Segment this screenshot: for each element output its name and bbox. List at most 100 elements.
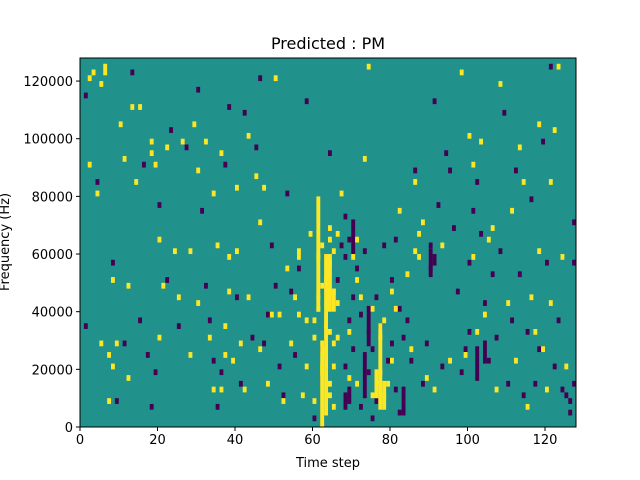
heatmap-cell-high <box>235 248 239 255</box>
heatmap-cell-low <box>351 346 356 353</box>
heatmap-cell-low <box>517 271 522 278</box>
heatmap-cell-low <box>401 334 406 341</box>
heatmap-cell-low <box>242 109 247 116</box>
y-tick-label: 120000 <box>23 75 73 90</box>
heatmap-cell-low <box>122 340 127 347</box>
heatmap-cell-low <box>111 259 115 266</box>
heatmap-cell-low <box>219 369 224 376</box>
heatmap-cell-high <box>498 81 503 87</box>
heatmap-cell-high <box>335 230 340 237</box>
heatmap-cell-low <box>428 242 433 249</box>
heatmap-cell-low <box>483 300 487 306</box>
heatmap-cell-low <box>486 357 491 364</box>
heatmap-cell-high <box>514 357 518 364</box>
heatmap-cell-low <box>343 213 348 220</box>
heatmap-cell-low <box>366 369 371 376</box>
heatmap-cell-high <box>207 334 212 341</box>
heatmap-cell-low <box>153 369 158 376</box>
heatmap-cell-low <box>390 340 394 347</box>
heatmap-cell-low <box>289 288 294 295</box>
heatmap-cell-high <box>173 248 177 255</box>
heatmap-cell-high <box>204 138 208 145</box>
heatmap-cell-low <box>374 398 379 404</box>
heatmap-cell-low <box>223 161 228 168</box>
heatmap-cell-low <box>432 254 437 266</box>
heatmap-cell-high <box>390 357 394 364</box>
heatmap-cell-high <box>440 242 445 249</box>
heatmap-cell-high <box>347 375 352 381</box>
heatmap-cell-low <box>335 277 340 283</box>
heatmap-cell-low <box>459 369 464 376</box>
heatmap-cell-high <box>126 282 131 289</box>
heatmap-cell-high <box>297 311 301 318</box>
heatmap-cell-low <box>432 98 437 105</box>
heatmap-cell-high <box>242 386 247 393</box>
heatmap-cell-high <box>483 311 487 318</box>
y-tick-label: 60000 <box>32 248 73 263</box>
heatmap-cell-high <box>95 190 100 197</box>
heatmap-cell-high <box>297 254 301 260</box>
heatmap-cell-high <box>459 69 464 76</box>
heatmap-cell-high <box>277 311 282 318</box>
heatmap-cell-high <box>235 184 239 191</box>
heatmap-cell-high <box>219 386 224 393</box>
heatmap-cell-high <box>262 184 267 191</box>
heatmap-cell-high <box>370 392 375 399</box>
heatmap-cell-low <box>436 202 441 208</box>
heatmap-cell-low <box>455 288 460 295</box>
heatmap-cell-high <box>130 104 135 110</box>
heatmap-cell-high <box>211 386 216 393</box>
heatmap-cell-high <box>304 363 309 370</box>
heatmap-cell-high <box>397 207 402 214</box>
x-tick-label: 100 <box>455 433 480 448</box>
heatmap-cell-low <box>238 380 243 387</box>
heatmap-cell-low <box>142 161 146 168</box>
heatmap-cell-high <box>328 392 332 399</box>
y-tick-label: 20000 <box>32 363 73 378</box>
heatmap-cell-low <box>347 236 352 243</box>
x-axis: 0 20 40 60 80 100 120 <box>76 427 557 448</box>
heatmap-cell-high <box>320 282 325 289</box>
y-tick-label: 80000 <box>32 190 73 205</box>
heatmap-cell-high <box>328 380 332 387</box>
heatmap-cell-high <box>165 144 170 151</box>
heatmap-cell-low <box>564 392 569 399</box>
heatmap-cell-high <box>231 357 236 364</box>
heatmap-cell-high <box>188 248 193 255</box>
heatmap-cell-low <box>397 409 402 416</box>
heatmap-cell-low <box>312 415 317 422</box>
y-axis: 0 20000 40000 60000 80000 100000 120000 <box>23 75 80 436</box>
heatmap-cell-high <box>91 69 96 76</box>
heatmap-cell-high <box>289 340 294 347</box>
heatmap-cell-high <box>355 236 360 243</box>
heatmap-cell-low <box>475 179 480 185</box>
heatmap-cell-high <box>99 340 104 347</box>
heatmap-cell-high <box>312 398 317 404</box>
heatmap-cell-high <box>537 248 542 255</box>
heatmap-cell-high <box>87 75 92 82</box>
heatmap-cell-high <box>331 248 336 255</box>
heatmap-cell-low <box>541 138 546 145</box>
heatmap-cell-low <box>114 398 119 404</box>
heatmap-cell-high <box>107 398 112 404</box>
heatmap-cell-high <box>386 380 391 387</box>
heatmap-cell-high <box>335 334 340 341</box>
heatmap-cell-high <box>351 254 356 260</box>
heatmap-cell-low <box>494 334 499 341</box>
heatmap-cell-high <box>312 334 317 341</box>
heatmap-cell-low <box>405 317 410 324</box>
heatmap-cell-high <box>223 323 228 329</box>
heatmap-cell-high <box>347 328 352 335</box>
heatmap-cell-low <box>467 328 472 335</box>
heatmap-cell-high <box>157 334 162 341</box>
heatmap-cell-low <box>258 75 263 82</box>
heatmap-cell-high <box>417 230 422 237</box>
heatmap-cell-high <box>537 121 542 128</box>
heatmap-cell-high <box>316 196 321 312</box>
heatmap-cell-high <box>366 63 371 70</box>
heatmap-cell-low <box>207 317 212 324</box>
heatmap-cell-low <box>254 144 259 151</box>
heatmap-cell-low <box>568 409 573 416</box>
heatmap-cell-high <box>266 380 270 387</box>
heatmap-cell-high <box>285 265 290 272</box>
